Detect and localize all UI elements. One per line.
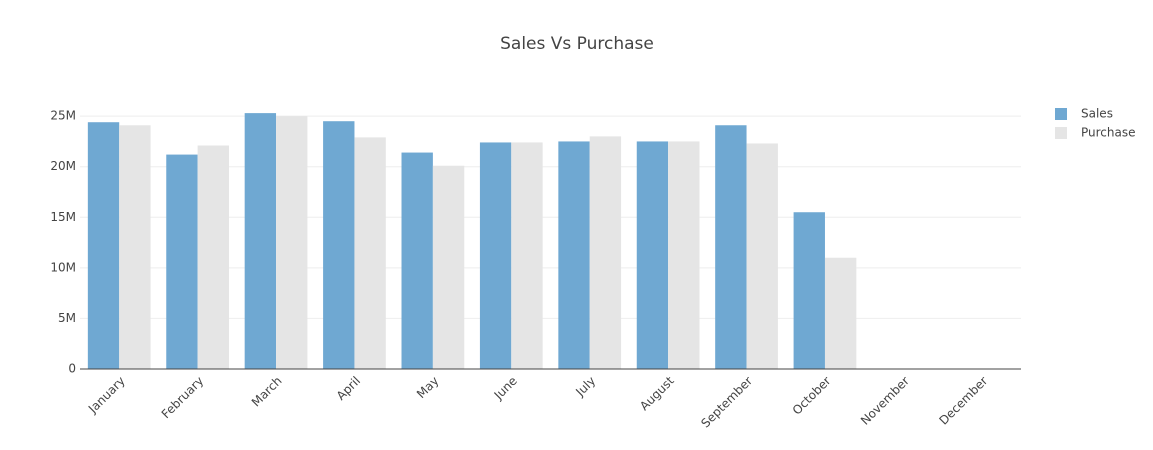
bar [87,122,120,369]
y-tick-label: 25M [50,109,76,123]
bar [511,142,543,369]
bar [276,116,308,370]
bar [558,141,590,369]
bar [636,141,669,369]
x-tick-label: August [637,373,677,413]
bar [323,121,355,369]
x-tick-label: January [85,374,128,417]
bar [589,136,622,369]
bar [479,142,512,369]
legend-label: Sales [1081,107,1113,121]
bar [715,125,747,370]
x-tick-label: October [790,374,834,418]
x-tick-label: December [936,374,990,428]
bar [746,143,778,369]
bar [432,165,465,369]
x-tick-label: April [334,374,363,403]
chart-title: Sales Vs Purchase [500,34,654,54]
y-tick-label: 20M [50,159,76,173]
y-tick-label: 5M [58,311,76,325]
bar [668,141,700,369]
bar [354,137,386,369]
y-tick-label: 0 [68,362,76,376]
x-tick-label: June [491,374,520,403]
bar [166,154,198,369]
bar [119,125,151,370]
x-tick-label: May [414,374,441,401]
y-tick-label: 10M [50,260,76,274]
bar [824,257,857,369]
legend-label: Purchase [1081,126,1136,140]
x-tick-label: February [159,374,207,422]
legend-swatch [1055,108,1067,120]
bar [401,152,433,369]
x-tick-label: September [698,374,755,431]
x-tick-label: July [572,374,598,400]
bar [793,212,825,369]
bar [244,113,277,369]
x-tick-label: March [249,374,285,410]
legend-swatch [1055,127,1067,139]
y-tick-label: 15M [50,210,76,224]
bar [197,145,229,369]
x-tick-label: November [858,374,912,428]
